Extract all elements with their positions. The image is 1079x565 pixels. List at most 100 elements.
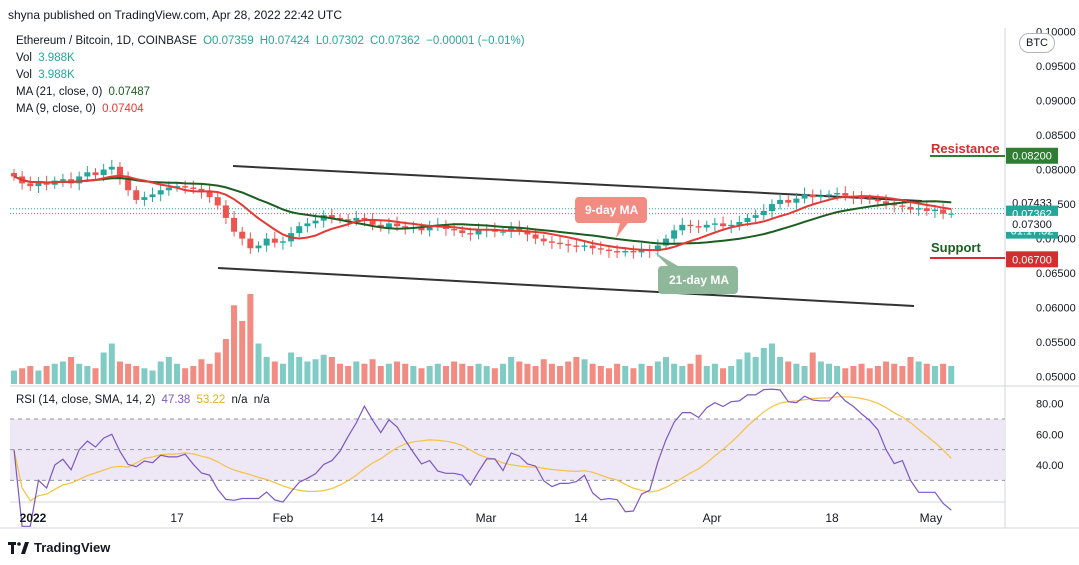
volume-bar (630, 368, 637, 384)
candle-body (589, 245, 596, 249)
volume-bar (133, 366, 140, 384)
rsi-tick-label: 60.00 (1036, 429, 1064, 441)
volume-bar (247, 294, 254, 384)
candle-body (353, 217, 360, 221)
price-tick-label: 0.05000 (1036, 372, 1076, 384)
candle-body (190, 187, 197, 189)
candle-body (312, 220, 319, 224)
candle-body (247, 238, 254, 249)
volume-bar (279, 363, 286, 384)
candle-body (663, 238, 669, 246)
volume-bar (883, 361, 890, 384)
volume-bar (597, 366, 604, 384)
volume-bar (84, 366, 91, 384)
ma9-tag-label: 9-day MA (585, 203, 639, 217)
candle-body (108, 166, 115, 170)
candle-body (548, 241, 555, 243)
ma9-legend[interactable]: MA (9, close, 0) 0.07404 (16, 103, 147, 115)
volume-bar (948, 366, 955, 384)
candle-body (793, 198, 800, 203)
price-tick-label: 0.08000 (1036, 165, 1076, 177)
volume-bar (720, 368, 727, 384)
candle-body (785, 199, 792, 203)
candle-body (557, 242, 564, 245)
volume-bar (410, 366, 417, 384)
volume-bar (826, 363, 832, 384)
candle-body (385, 223, 392, 228)
candle-body (671, 230, 678, 239)
volume-bar (59, 361, 66, 384)
volume-bar (353, 361, 360, 384)
candle-body (565, 244, 572, 246)
ma21-label: MA (21, close, 0) (16, 86, 103, 98)
ma9-value: 0.07404 (102, 103, 144, 115)
volume-bar (540, 359, 547, 384)
volume-bar (320, 354, 327, 384)
volume-bar (263, 357, 270, 384)
symbol-name[interactable]: Ethereum / Bitcoin, 1D, COINBASE (16, 35, 197, 47)
candle-body (304, 223, 311, 227)
vol-legend-2[interactable]: Vol 3.988K (16, 69, 78, 81)
candle-body (328, 215, 335, 218)
channel-upper-line (232, 165, 923, 202)
candle-body (182, 186, 189, 188)
volume-bar (288, 352, 295, 384)
vol-legend-1[interactable]: Vol 3.988K (16, 52, 78, 64)
volume-bar (565, 361, 572, 384)
volume-bar (793, 363, 800, 384)
candle-body (858, 197, 865, 199)
rsi-sma-line (13, 396, 952, 502)
currency-badge[interactable]: BTC (1019, 33, 1055, 53)
volume-bar (654, 361, 661, 384)
volume-bar (214, 352, 221, 384)
volume-bar (858, 363, 865, 384)
tradingview-icon (8, 541, 29, 554)
volume-bar (491, 368, 498, 384)
rsi-legend[interactable]: RSI (14, close, SMA, 14, 2) 47.38 53.22 … (16, 394, 273, 406)
volume-bar (728, 366, 735, 384)
rsi-na-2: n/a (253, 394, 270, 406)
volume-bar (679, 366, 686, 384)
ma21-tag-pointer (654, 252, 678, 266)
candle-body (467, 233, 474, 235)
volume-bar (43, 366, 50, 384)
volume-bar (663, 357, 669, 384)
candle-body (92, 172, 99, 176)
candle-body (402, 226, 409, 228)
rsi-na-1: n/a (231, 394, 248, 406)
volume-bar (157, 361, 164, 384)
candle-body (736, 222, 743, 225)
candle-body (687, 224, 694, 227)
tradingview-logo[interactable]: TradingView (8, 540, 110, 555)
ma9-label: MA (9, close, 0) (16, 103, 96, 115)
volume-bar (141, 368, 148, 384)
candle-body (279, 241, 286, 243)
volume-bar (834, 366, 841, 384)
volume-bar (377, 366, 384, 384)
time-axis-label: May (920, 511, 943, 525)
volume-bar (752, 357, 759, 384)
volume-bar (108, 343, 115, 384)
volume-bar (516, 361, 523, 384)
volume-bar (222, 339, 229, 384)
time-axis-label: Apr (703, 511, 722, 525)
volume-bar (744, 352, 751, 384)
volume-bar (255, 343, 262, 384)
candle-body (255, 245, 262, 249)
volume-bar (467, 366, 474, 384)
volume-bar (874, 366, 881, 384)
volume-bar (361, 363, 368, 384)
volume-bar (51, 363, 58, 384)
candle-body (801, 194, 808, 199)
time-axis-label: 18 (825, 511, 839, 525)
volume-bar (638, 363, 645, 384)
volume-bar (760, 348, 767, 384)
volume-bar (622, 366, 629, 384)
price-label: 0.06700 (1012, 254, 1052, 266)
volume-bar (687, 363, 694, 384)
ma9-tag-box (575, 197, 647, 223)
candle-body (59, 179, 66, 181)
volume-bar (190, 366, 197, 384)
ma21-legend[interactable]: MA (21, close, 0) 0.07487 (16, 86, 153, 98)
rsi-sma-value: 53.22 (196, 394, 226, 406)
